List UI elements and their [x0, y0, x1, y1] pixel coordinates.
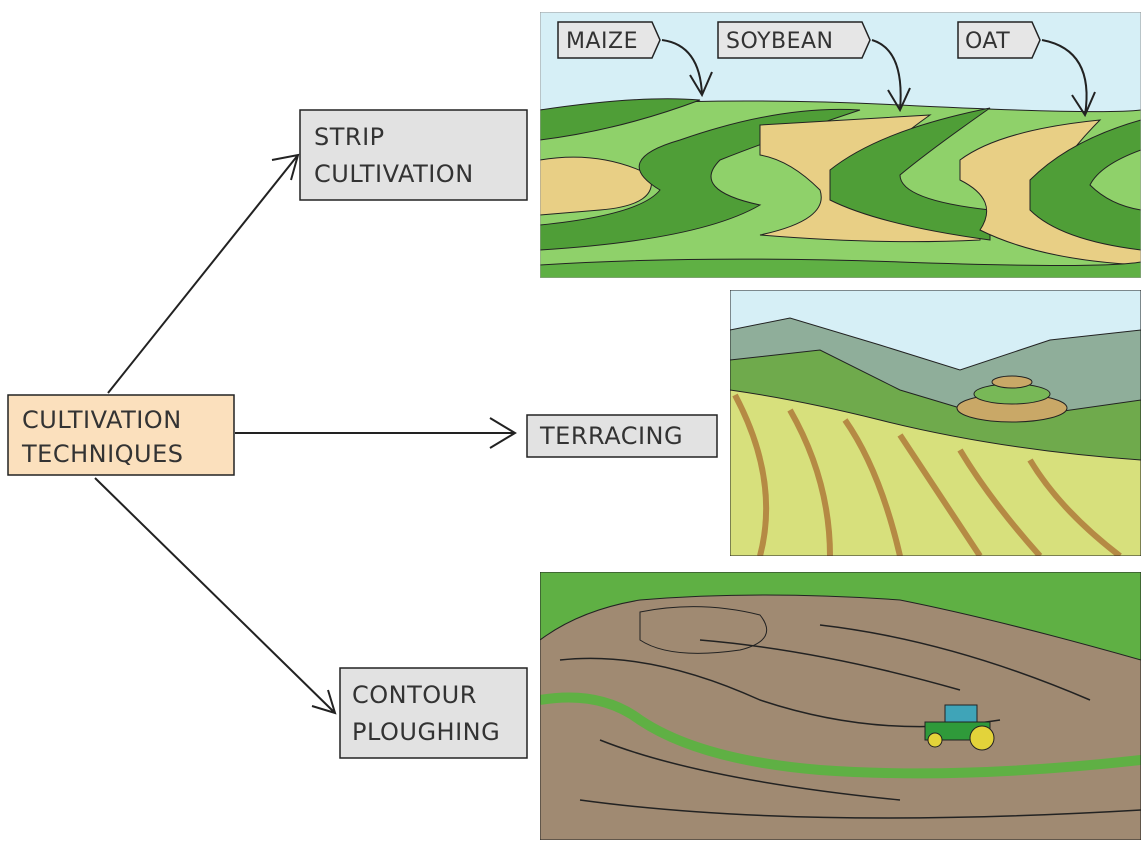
node-label: TECHNIQUES: [21, 440, 184, 468]
strip-node: STRIP CULTIVATION: [300, 110, 527, 200]
node-label: CULTIVATION: [22, 406, 182, 434]
crop-label: OAT: [965, 29, 1010, 54]
diagram: CULTIVATION TECHNIQUES STRIP CULTIVATION…: [0, 0, 1141, 842]
contour-illustration: [540, 572, 1141, 840]
node-label: CULTIVATION: [314, 160, 474, 188]
node-label: STRIP: [314, 123, 385, 151]
node-label: CONTOUR: [352, 681, 477, 709]
terracing-illustration: [730, 290, 1141, 556]
arrow-terracing: [235, 418, 515, 448]
root-node: CULTIVATION TECHNIQUES: [8, 395, 234, 475]
node-label: PLOUGHING: [352, 718, 500, 746]
contour-node: CONTOUR PLOUGHING: [340, 668, 527, 758]
crop-label: SOYBEAN: [726, 29, 834, 54]
arrow-contour: [95, 478, 335, 713]
node-label: TERRACING: [539, 422, 683, 450]
arrow-strip: [108, 155, 298, 393]
crop-label: MAIZE: [566, 29, 638, 54]
terracing-node: TERRACING: [527, 415, 717, 457]
